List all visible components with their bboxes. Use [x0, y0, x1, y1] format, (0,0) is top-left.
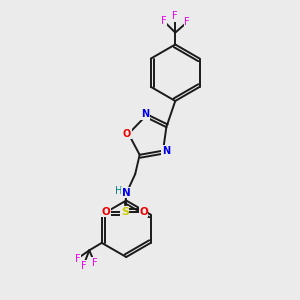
Text: F: F: [80, 261, 86, 271]
Text: O: O: [139, 207, 148, 217]
Text: N: N: [162, 146, 170, 156]
Text: H: H: [115, 186, 122, 196]
Text: F: F: [184, 17, 190, 27]
Text: O: O: [123, 129, 131, 139]
Text: F: F: [92, 258, 98, 268]
Text: F: F: [160, 16, 166, 26]
Text: O: O: [102, 207, 110, 217]
Text: S: S: [121, 207, 129, 217]
Text: N: N: [141, 109, 149, 119]
Text: F: F: [172, 11, 178, 21]
Text: N: N: [122, 188, 131, 197]
Text: F: F: [75, 254, 80, 264]
